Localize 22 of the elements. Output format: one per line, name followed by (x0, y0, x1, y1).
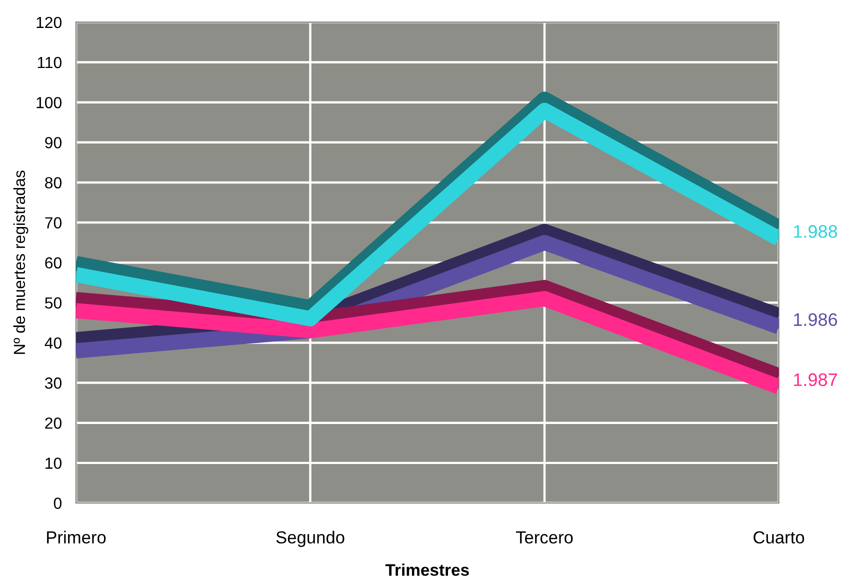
y-tick-label: 80 (45, 177, 62, 188)
y-tick-label: 70 (45, 217, 62, 228)
series-label: 1.987 (794, 373, 837, 386)
y-tick-label: 60 (45, 257, 62, 269)
y-tick-label: 50 (45, 297, 62, 309)
y-tick-label: 0 (54, 498, 62, 509)
series-label: 1.986 (794, 313, 838, 326)
y-tick-label: 10 (46, 458, 62, 469)
y-tick-label: 20 (45, 418, 62, 429)
y-tick-label: 40 (44, 337, 62, 349)
y-tick-label: 90 (45, 137, 62, 148)
y-tick-label: 110 (38, 56, 62, 68)
x-axis-title: Trimestres (385, 564, 469, 576)
x-tick-label: Tercero (516, 531, 573, 544)
series-label: 1.988 (794, 225, 838, 238)
x-tick-label: Primero (47, 530, 106, 544)
y-tick-label: 30 (44, 377, 62, 389)
x-tick-label: Cuarto (754, 531, 804, 544)
y-tick-label: 100 (36, 96, 62, 108)
x-tick-label: Segundo (276, 530, 344, 547)
y-tick-label: 120 (36, 16, 62, 28)
y-axis-title: Nº de muertes registradas (13, 170, 28, 354)
